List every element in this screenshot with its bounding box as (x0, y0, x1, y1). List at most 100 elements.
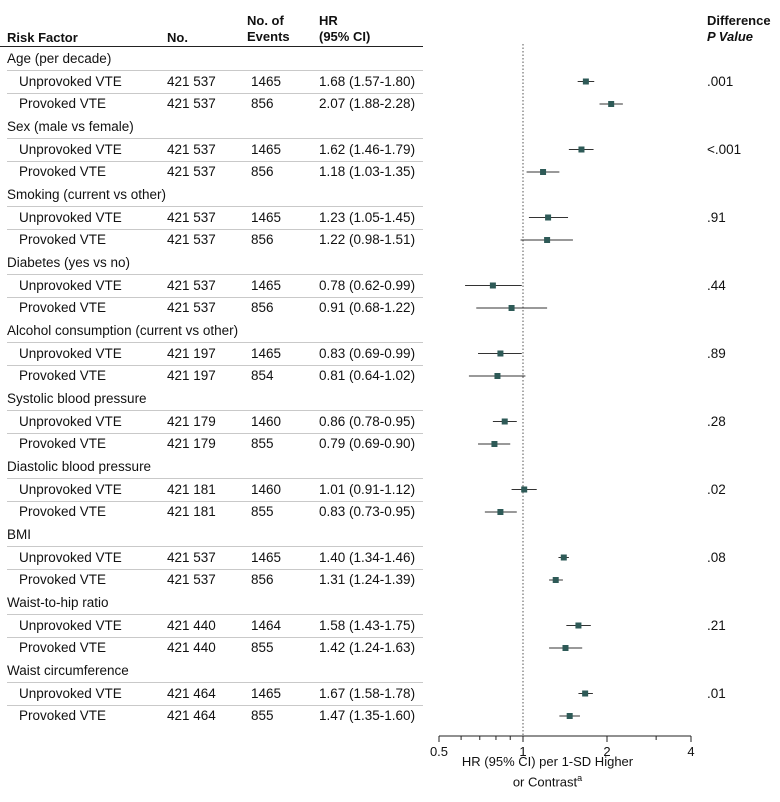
row-events: 1465 (251, 345, 282, 361)
header-diff-line1: Difference (707, 13, 771, 28)
row-events: 1465 (251, 277, 282, 293)
row-hr-ci: 0.78 (0.62-0.99) (319, 277, 416, 293)
hr-point (560, 554, 567, 561)
hr-point (544, 237, 551, 243)
x-axis-title-line2: or Contrasta (445, 770, 650, 790)
hr-point (497, 350, 504, 357)
row-events: 855 (251, 640, 274, 655)
group-label: Sex (male vs female) (7, 119, 134, 134)
row-divider (7, 546, 423, 547)
row-events: 856 (251, 96, 274, 111)
row-hr-ci: 1.18 (1.03-1.35) (319, 164, 416, 179)
row-divider (7, 365, 423, 366)
row-count: 421 537 (167, 300, 216, 315)
row-events: 855 (251, 436, 274, 451)
row-label: Unprovoked VTE (19, 345, 122, 361)
group-label: Alcohol consumption (current vs other) (7, 323, 239, 338)
hr-point (501, 418, 508, 425)
row-hr-ci: 1.22 (0.98-1.51) (319, 232, 416, 247)
row-events: 1465 (251, 73, 282, 89)
group-label: Systolic blood pressure (7, 391, 147, 406)
row-count: 421 181 (167, 504, 216, 519)
row-hr-ci: 1.23 (1.05-1.45) (319, 209, 416, 225)
row-divider (7, 138, 423, 139)
row-divider (7, 478, 423, 479)
row-count: 421 181 (167, 481, 216, 497)
hr-point (566, 713, 573, 719)
row-hr-ci: 1.68 (1.57-1.80) (319, 73, 416, 89)
hr-point (494, 373, 501, 379)
row-hr-ci: 1.62 (1.46-1.79) (319, 141, 416, 157)
difference-p-value: .02 (707, 481, 726, 497)
row-events: 1465 (251, 141, 282, 157)
x-axis-title-footnote: a (577, 773, 583, 783)
row-hr-ci: 1.58 (1.43-1.75) (319, 617, 416, 633)
row-divider (7, 70, 423, 71)
header-events: No. of Events (247, 13, 290, 45)
row-divider (7, 410, 423, 411)
hr-point (540, 169, 547, 175)
row-hr-ci: 1.67 (1.58-1.78) (319, 685, 416, 701)
x-axis-title-line1: HR (95% CI) per 1-SD Higher (461, 754, 634, 769)
row-count: 421 537 (167, 232, 216, 247)
header-difference-p: Difference P Value (707, 13, 771, 45)
row-events: 856 (251, 164, 274, 179)
row-hr-ci: 0.86 (0.78-0.95) (319, 413, 416, 429)
hr-point (497, 509, 504, 515)
row-label: Provoked VTE (19, 708, 107, 723)
row-label: Unprovoked VTE (19, 73, 122, 89)
row-divider (7, 342, 423, 343)
row-count: 421 537 (167, 73, 216, 89)
x-axis-tick-label: 2 (603, 744, 610, 759)
group-label: Smoking (current vs other) (7, 187, 167, 202)
row-count: 421 197 (167, 368, 216, 383)
row-label: Unprovoked VTE (19, 209, 122, 225)
row-label: Unprovoked VTE (19, 617, 122, 633)
x-axis-tick-label: 4 (687, 744, 694, 759)
header-hr-line1: HR (319, 13, 338, 28)
row-divider (7, 637, 423, 638)
header-hr: HR (95% CI) (319, 13, 370, 45)
x-axis-title-line2-text: or Contrast (512, 774, 578, 790)
row-events: 1464 (251, 617, 282, 633)
row-events: 1465 (251, 209, 282, 225)
header-diff-line2: P Value (707, 29, 754, 44)
row-label: Provoked VTE (19, 436, 107, 451)
row-events: 855 (251, 708, 274, 723)
row-count: 421 464 (167, 708, 216, 723)
row-label: Unprovoked VTE (19, 685, 122, 701)
row-hr-ci: 2.07 (1.88-2.28) (319, 96, 416, 111)
header-events-line1: No. of (247, 13, 284, 28)
row-hr-ci: 1.40 (1.34-1.46) (319, 549, 416, 565)
row-divider (7, 614, 423, 615)
row-divider (7, 682, 423, 683)
row-count: 421 179 (167, 413, 216, 429)
row-events: 856 (251, 300, 274, 315)
difference-p-value: .01 (707, 685, 726, 701)
row-hr-ci: 1.01 (0.91-1.12) (319, 481, 416, 497)
row-count: 421 537 (167, 141, 216, 157)
difference-p-value: .28 (707, 413, 726, 429)
hr-point (521, 486, 528, 493)
row-count: 421 537 (167, 549, 216, 565)
row-count: 421 537 (167, 572, 216, 587)
row-divider (7, 569, 423, 570)
row-events: 1465 (251, 549, 282, 565)
header-rule (0, 46, 423, 47)
row-hr-ci: 1.31 (1.24-1.39) (319, 572, 416, 587)
hr-point (578, 146, 585, 153)
group-label: Waist circumference (7, 663, 129, 678)
group-label: Diastolic blood pressure (7, 459, 152, 474)
row-events: 1460 (251, 481, 282, 497)
row-count: 421 537 (167, 277, 216, 293)
row-hr-ci: 0.81 (0.64-1.02) (319, 368, 416, 383)
hr-point (582, 690, 589, 697)
x-axis-tick-label: 1 (519, 744, 526, 759)
row-divider (7, 206, 423, 207)
difference-p-value: .21 (707, 617, 726, 633)
row-label: Provoked VTE (19, 504, 107, 519)
group-label: BMI (7, 527, 32, 542)
row-events: 1460 (251, 413, 282, 429)
row-events: 856 (251, 232, 274, 247)
group-label: Waist-to-hip ratio (7, 595, 109, 610)
